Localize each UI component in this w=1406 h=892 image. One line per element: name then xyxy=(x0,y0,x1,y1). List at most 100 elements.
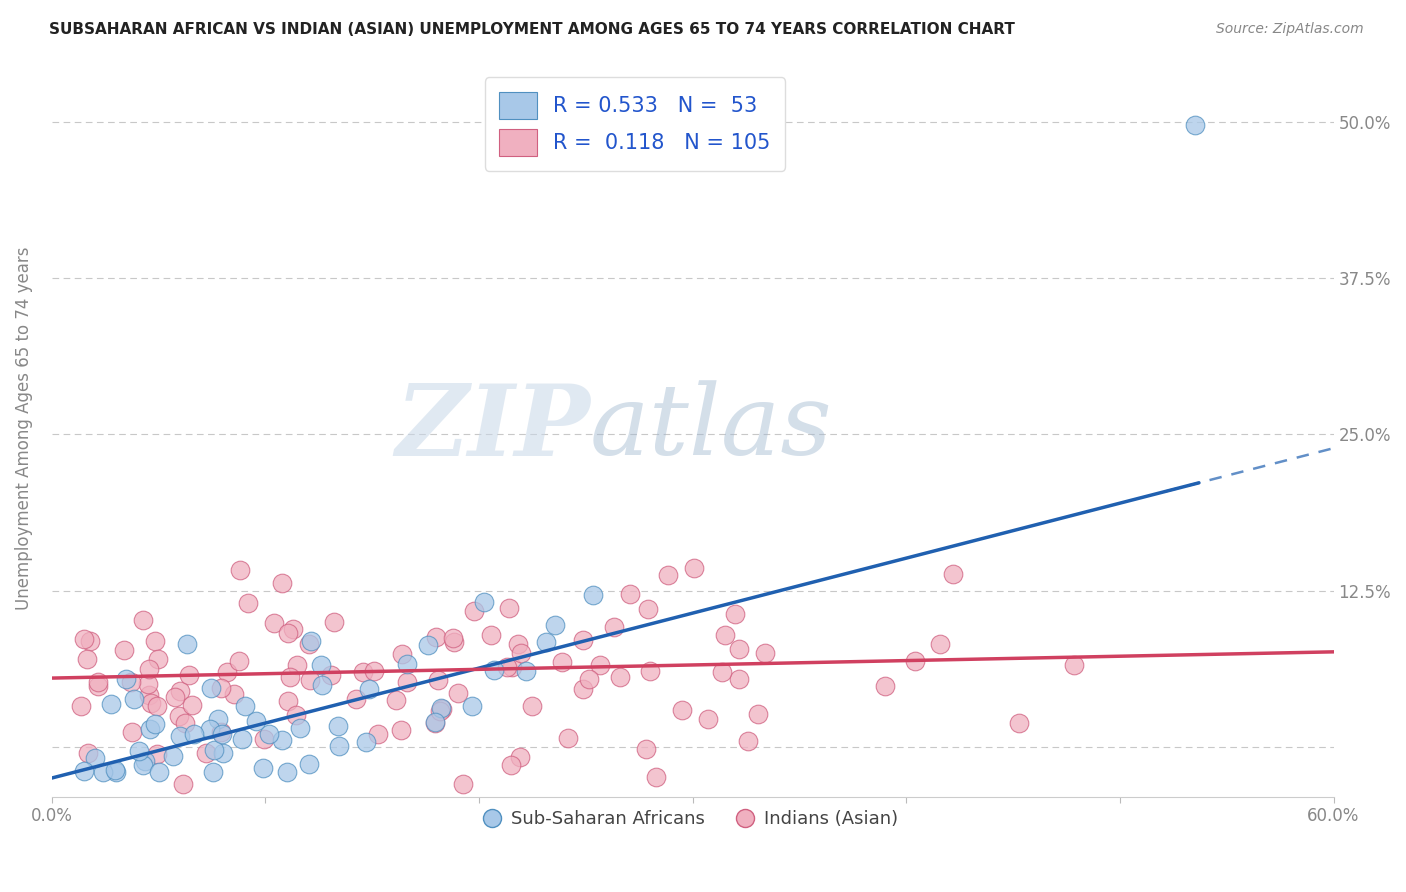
Point xyxy=(120,675,142,690)
Point xyxy=(714,627,737,641)
Point xyxy=(328,739,350,754)
Point xyxy=(441,632,464,646)
Point xyxy=(87,674,110,689)
Point xyxy=(143,716,166,731)
Point xyxy=(212,746,235,760)
Point xyxy=(252,761,274,775)
Point xyxy=(124,691,146,706)
Point xyxy=(77,746,100,760)
Point xyxy=(1184,118,1206,132)
Point xyxy=(582,588,605,602)
Point xyxy=(132,757,155,772)
Point xyxy=(728,642,751,657)
Point xyxy=(942,567,965,582)
Point xyxy=(200,681,222,695)
Point xyxy=(671,703,693,717)
Point xyxy=(211,725,233,739)
Point xyxy=(423,714,446,729)
Point xyxy=(138,722,160,736)
Point xyxy=(319,668,342,682)
Point xyxy=(169,729,191,743)
Point xyxy=(728,672,751,686)
Point xyxy=(276,764,298,779)
Point xyxy=(183,727,205,741)
Point xyxy=(194,746,217,760)
Point xyxy=(551,655,574,669)
Point xyxy=(146,651,169,665)
Point xyxy=(288,721,311,735)
Point xyxy=(429,704,451,718)
Text: ZIP: ZIP xyxy=(395,380,591,476)
Point xyxy=(619,587,641,601)
Point xyxy=(263,615,285,630)
Point xyxy=(134,754,156,768)
Point xyxy=(169,684,191,698)
Point xyxy=(271,576,294,591)
Point xyxy=(298,756,321,771)
Point xyxy=(425,630,447,644)
Point xyxy=(162,749,184,764)
Point xyxy=(148,764,170,779)
Point xyxy=(236,595,259,609)
Point xyxy=(146,747,169,761)
Point xyxy=(1008,715,1031,730)
Point xyxy=(506,637,529,651)
Point xyxy=(754,646,776,660)
Point xyxy=(73,632,96,646)
Point xyxy=(544,618,567,632)
Point xyxy=(83,751,105,765)
Point xyxy=(100,697,122,711)
Point xyxy=(352,665,374,679)
Point xyxy=(299,673,322,687)
Point xyxy=(297,637,319,651)
Point xyxy=(70,698,93,713)
Point xyxy=(479,628,502,642)
Point xyxy=(138,677,160,691)
Point xyxy=(311,678,333,692)
Point xyxy=(1063,658,1085,673)
Point xyxy=(572,682,595,697)
Point xyxy=(278,670,301,684)
Point xyxy=(510,646,533,660)
Point xyxy=(747,707,769,722)
Point xyxy=(430,702,453,716)
Point xyxy=(904,654,927,668)
Point xyxy=(222,687,245,701)
Point xyxy=(389,723,412,737)
Point xyxy=(395,674,418,689)
Point xyxy=(202,764,225,779)
Point xyxy=(520,698,543,713)
Point xyxy=(929,637,952,651)
Y-axis label: Unemployment Among Ages 65 to 74 years: Unemployment Among Ages 65 to 74 years xyxy=(15,246,32,610)
Point xyxy=(277,625,299,640)
Point xyxy=(163,690,186,705)
Point xyxy=(139,696,162,710)
Point xyxy=(395,657,418,672)
Point xyxy=(211,727,233,741)
Point xyxy=(209,681,232,695)
Point xyxy=(416,638,439,652)
Point xyxy=(200,722,222,736)
Point xyxy=(138,661,160,675)
Point xyxy=(259,727,281,741)
Point xyxy=(463,604,485,618)
Point xyxy=(299,634,322,648)
Point xyxy=(328,719,350,733)
Point xyxy=(105,764,128,779)
Point xyxy=(602,620,624,634)
Point xyxy=(710,665,733,679)
Point xyxy=(391,648,413,662)
Point xyxy=(287,657,309,672)
Point xyxy=(143,634,166,648)
Point xyxy=(453,777,475,791)
Point xyxy=(578,672,600,686)
Point xyxy=(228,654,250,668)
Point xyxy=(176,637,198,651)
Point xyxy=(472,595,495,609)
Point xyxy=(589,658,612,673)
Point xyxy=(363,665,385,679)
Point xyxy=(207,712,229,726)
Point xyxy=(253,731,276,746)
Point xyxy=(385,693,408,707)
Point xyxy=(354,735,377,749)
